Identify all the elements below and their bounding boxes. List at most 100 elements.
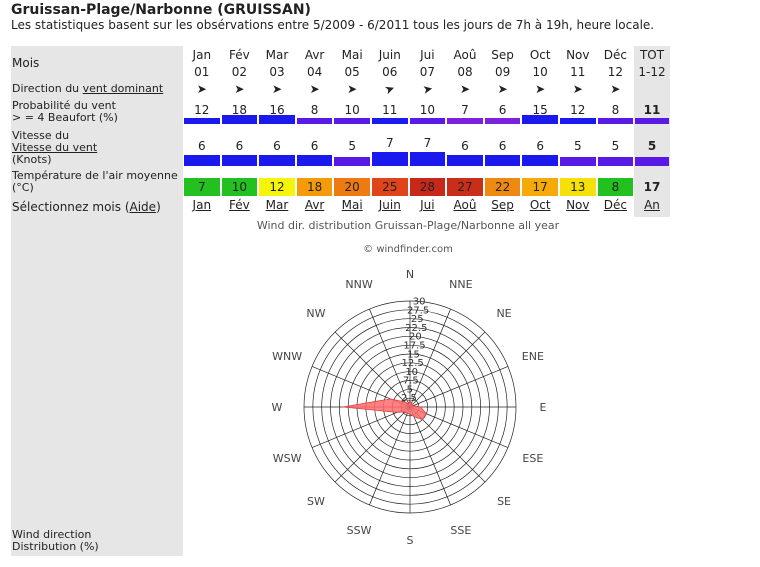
month-name: Juin [378,48,401,62]
rose-spoke [369,308,411,408]
select-month-link[interactable]: Aoû [453,198,477,212]
total-temperature-value: 17 [643,180,661,194]
left-label-bg [11,217,183,556]
total-name: TOT [639,48,665,62]
label-temp-line1: Température de l'air moyenne [12,169,178,182]
speed-bar [522,155,558,166]
probability-value: 7 [461,103,469,117]
rose-direction-label: NNW [345,278,372,291]
temperature-cell: 12 [259,178,295,196]
rose-spoke [369,406,411,506]
label-probability: Probabilité du vent > = 4 Beaufort (%) [11,98,183,128]
wind-direction-arrow-icon: ➤ [610,82,621,96]
label-direction-text: Direction du [12,82,83,95]
wind-direction-arrow-icon: ➤ [535,82,546,96]
rose-direction-label: SW [307,495,325,508]
label-prob-line2: > = 4 Beaufort (%) [12,111,118,124]
probability-bar [372,118,408,124]
label-temperature: Température de l'air moyenne (°C) [11,168,183,198]
rose-ring-label: 17.5 [403,341,425,352]
speed-value: 7 [423,136,432,150]
page-title: Gruissan-Plage/Narbonne (GRUISSAN) [11,2,311,18]
probability-bar [522,115,558,124]
total-probability-bar [635,118,669,124]
month-number: 03 [269,65,285,79]
rose-spoke [409,406,451,506]
probability-value: 10 [419,103,436,117]
speed-value: 5 [611,139,620,153]
probability-value: 18 [231,103,248,117]
vent-dominant-link[interactable]: vent dominant [82,82,164,95]
wind-rose-chart: Wind dir. distribution Gruissan-Plage/Na… [257,219,560,547]
rose-direction-label: ESE [522,452,543,465]
rose-direction-label: WSW [273,452,302,465]
month-number: 07 [419,65,436,79]
wind-distribution-area [342,398,427,420]
rose-ring-label: 7.5 [403,376,419,387]
speed-bar [484,155,521,166]
select-year-link[interactable]: An [644,198,660,212]
speed-bar [409,152,446,166]
rose-ring-label: 12.5 [401,358,423,369]
speed-bar [597,157,634,166]
wind-direction-arrow-icon: ➤ [309,82,320,96]
select-month-link[interactable]: Mar [265,198,289,212]
month-name: Avr [304,48,325,62]
wind-direction-arrow-icon: ➤ [196,82,207,96]
vitesse-du-vent-link[interactable]: Vitesse du vent [12,141,98,154]
select-month-link[interactable]: Mai [341,198,363,212]
temperature-cell: 18 [296,178,333,196]
aide-link[interactable]: Aide [129,200,157,214]
speed-value: 5 [573,139,582,153]
probability-bar [560,118,596,124]
total-column-bg [634,46,670,217]
probability-bar [447,118,483,124]
temperature-cell: 20 [334,178,370,196]
rose-spoke [409,308,451,408]
rose-spoke [311,406,411,448]
rose-direction-label: NNE [449,278,472,291]
probability-value: 8 [611,103,620,117]
month-number: 12 [607,65,624,79]
rose-direction-label: NW [306,307,325,320]
probability-bar [597,118,634,124]
select-month-link[interactable]: Sep [491,198,514,212]
label-mois-text: Mois [12,56,40,70]
probability-value: 11 [382,103,398,117]
month-number: 08 [457,65,473,79]
select-month-link[interactable]: Déc [603,198,627,212]
speed-value: 6 [498,139,507,153]
rose-ring-label: 2.5 [401,393,417,404]
rose-credit: © windfinder.com [363,244,453,255]
total-speed-bar [635,157,669,166]
temperature-cell: 28 [409,178,446,196]
label-wind-dist-line1: Wind direction [12,528,92,541]
label-select-suffix: ) [156,200,161,214]
wind-direction-arrow-icon: ➤ [497,82,508,96]
month-number: 09 [494,65,511,79]
speed-value: 6 [536,139,544,153]
total-number: 1-12 [638,65,666,79]
speed-bar [184,155,220,166]
speed-value: 6 [197,139,206,153]
select-month-link[interactable]: Juin [378,198,401,212]
speed-bar [221,155,258,166]
select-month-link[interactable]: Jui [420,198,435,212]
speed-bar [259,155,295,166]
wind-direction-arrow-icon: ➤ [572,82,583,96]
label-mois: Mois [11,46,183,80]
rose-spoke [334,406,411,483]
select-month-link[interactable]: Avr [304,198,325,212]
rose-direction-label: SE [497,495,511,508]
month-name: Mar [265,48,289,62]
select-month-link[interactable]: Fév [229,198,250,212]
rose-ring-label: 30 [413,297,426,308]
probability-bar [334,118,370,124]
speed-bar [296,155,333,166]
select-month-link[interactable]: Nov [566,198,590,212]
month-number: 10 [532,65,548,79]
select-month-link[interactable]: Jan [192,198,212,212]
select-month-link[interactable]: Oct [529,198,551,212]
wind-direction-arrow-icon: ➤ [459,82,471,96]
page-subtitle: Les statistiques basent sur les obsérvat… [11,18,655,32]
